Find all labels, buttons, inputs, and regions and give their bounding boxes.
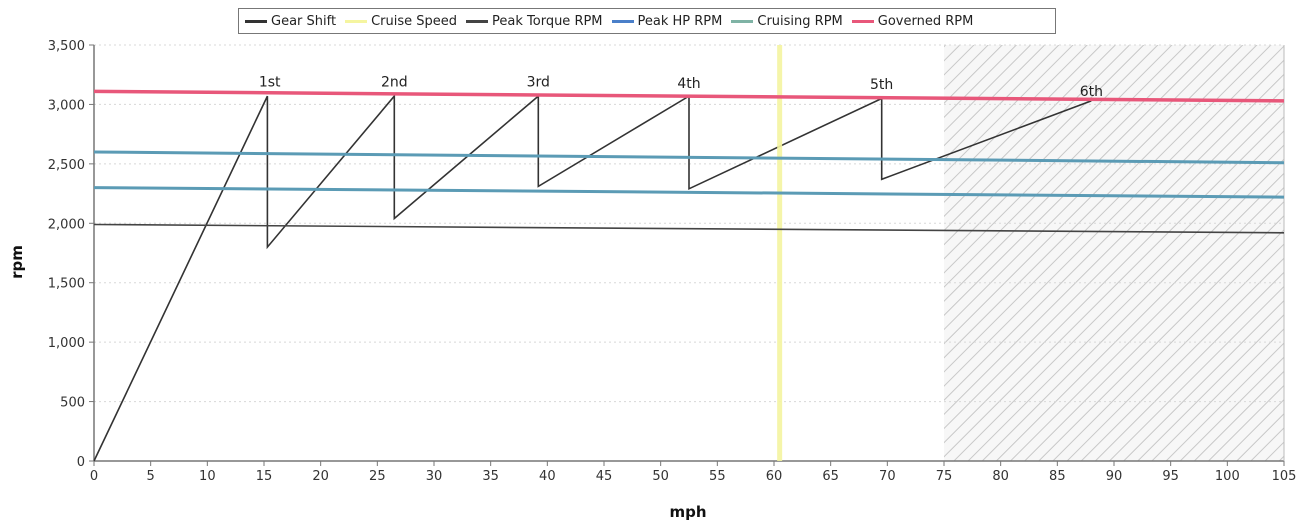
x-tick-label: 75 xyxy=(936,469,953,484)
chart-legend: Gear Shift Cruise Speed Peak Torque RPM Pea… xyxy=(238,8,1056,34)
x-tick-label: 35 xyxy=(482,469,499,484)
y-tick-label: 500 xyxy=(60,396,85,411)
y-tick-label: 3,500 xyxy=(48,39,85,54)
x-tick-label: 50 xyxy=(652,469,669,484)
x-tick-label: 95 xyxy=(1162,469,1179,484)
x-tick-label: 15 xyxy=(256,469,273,484)
x-tick-label: 0 xyxy=(90,469,98,484)
x-tick-label: 100 xyxy=(1215,469,1240,484)
y-tick-label: 1,000 xyxy=(48,336,85,351)
legend-label: Governed RPM xyxy=(877,13,974,29)
x-tick-label: 5 xyxy=(147,469,155,484)
legend-item: Cruising RPM xyxy=(731,13,843,29)
x-tick-label: 30 xyxy=(426,469,443,484)
gear-label-3rd: 3rd xyxy=(527,75,550,91)
x-tick-label: 105 xyxy=(1272,469,1297,484)
y-tick-label: 1,500 xyxy=(48,277,85,292)
legend-swatch xyxy=(345,19,368,23)
gear-label-4th: 4th xyxy=(677,76,700,92)
x-tick-label: 80 xyxy=(992,469,1009,484)
legend-item: Cruise Speed xyxy=(345,14,457,29)
legend-swatch xyxy=(851,19,874,23)
x-tick-label: 45 xyxy=(596,469,613,484)
legend-swatch xyxy=(245,19,267,23)
legend-label: Cruising RPM xyxy=(757,13,843,29)
legend-item: Peak HP RPM xyxy=(611,13,723,29)
x-tick-label: 55 xyxy=(709,469,726,484)
legend-label: Peak HP RPM xyxy=(637,13,723,29)
x-tick-label: 70 xyxy=(879,469,896,484)
x-tick-label: 25 xyxy=(369,469,386,484)
gear-label-2nd: 2nd xyxy=(381,75,408,91)
x-tick-label: 85 xyxy=(1049,469,1066,484)
legend-item: Governed RPM xyxy=(851,13,974,29)
shaded-region xyxy=(944,45,1284,461)
y-tick-label: 2,500 xyxy=(48,158,85,173)
x-tick-label: 40 xyxy=(539,469,556,484)
x-tick-label: 10 xyxy=(199,469,216,484)
legend-swatch xyxy=(731,19,754,23)
series-governed-rpm xyxy=(93,89,1285,103)
x-tick-label: 60 xyxy=(766,469,783,484)
legend-label: Cruise Speed xyxy=(371,13,458,29)
series-gear-shift xyxy=(93,93,1092,462)
x-tick-label: 90 xyxy=(1106,469,1123,484)
gear-label-5th: 5th xyxy=(870,77,893,93)
series-cruising-rpm xyxy=(93,186,1285,199)
y-tick-label: 3,000 xyxy=(48,98,85,113)
x-axis-title: mph xyxy=(669,503,706,521)
y-tick-label: 0 xyxy=(77,455,85,470)
legend-label: Peak Torque RPM xyxy=(492,13,603,29)
gear-label-1st: 1st xyxy=(259,75,281,91)
y-tick-label: 2,000 xyxy=(48,217,85,232)
y-axis-title: rpm xyxy=(8,245,26,279)
legend-item: Gear Shift xyxy=(245,14,336,29)
series-peak-hp-rpm xyxy=(93,150,1285,165)
series-peak-torque-rpm xyxy=(93,223,1285,234)
x-tick-label: 65 xyxy=(822,469,839,484)
legend-swatch xyxy=(466,19,489,23)
gear-label-6th: 6th xyxy=(1080,84,1103,100)
x-tick-label: 20 xyxy=(312,469,329,484)
legend-label: Gear Shift xyxy=(271,13,337,29)
legend-swatch xyxy=(611,19,634,23)
legend-item: Peak Torque RPM xyxy=(466,14,603,29)
